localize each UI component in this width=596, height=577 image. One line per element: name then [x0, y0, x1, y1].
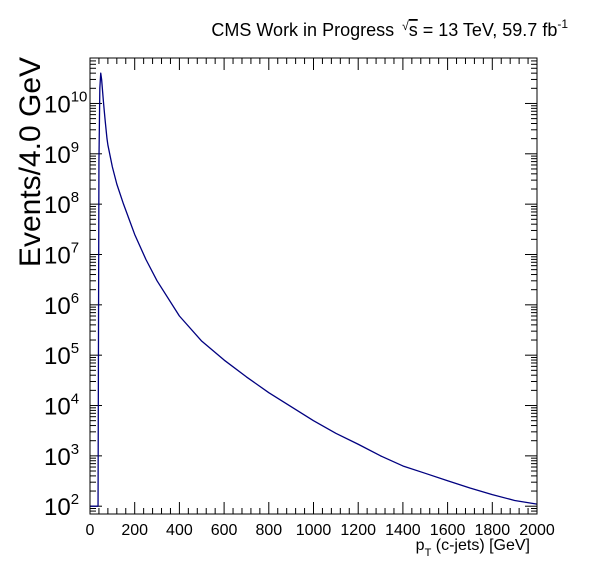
x-tick-label: 0	[86, 522, 95, 539]
y-tick-label: 105	[44, 340, 79, 370]
x-tick-label: 800	[255, 522, 282, 539]
y-tick-label: 108	[44, 189, 79, 219]
x-tick-label: 1000	[296, 522, 332, 539]
x-tick-label: 600	[211, 522, 238, 539]
chart-title: CMS Work in Progress √s = 13 TeV, 59.7 fb…	[211, 17, 568, 40]
y-tick-label: 1010	[44, 88, 87, 118]
y-tick-label: 102	[44, 491, 79, 521]
series-line	[90, 72, 538, 507]
x-axis-ticks: 0 200 400 600 800 1000 1200 1400 1600 1800 2000	[86, 58, 555, 539]
y-tick-label: 109	[44, 139, 79, 169]
y-tick-label: 106	[44, 290, 79, 320]
y-axis-label: Events/4.0 GeV	[14, 57, 47, 267]
x-axis-label: pT (c-jets) [GeV]	[416, 537, 530, 559]
plot-frame	[89, 57, 538, 515]
x-tick-label: 1400	[385, 522, 421, 539]
x-tick-label: 400	[166, 522, 193, 539]
y-tick-label: 104	[44, 391, 79, 421]
y-tick-label: 103	[44, 441, 79, 471]
x-tick-label: 2000	[519, 522, 555, 539]
y-tick-label: 107	[44, 239, 79, 269]
x-tick-label: 1600	[430, 522, 466, 539]
x-tick-label: 1200	[340, 522, 376, 539]
series-layer	[90, 72, 538, 507]
y-axis-ticks: 102 103 104 105 106 107 108 109 1010	[44, 57, 537, 521]
x-tick-label: 1800	[475, 522, 511, 539]
x-tick-label: 200	[121, 522, 148, 539]
